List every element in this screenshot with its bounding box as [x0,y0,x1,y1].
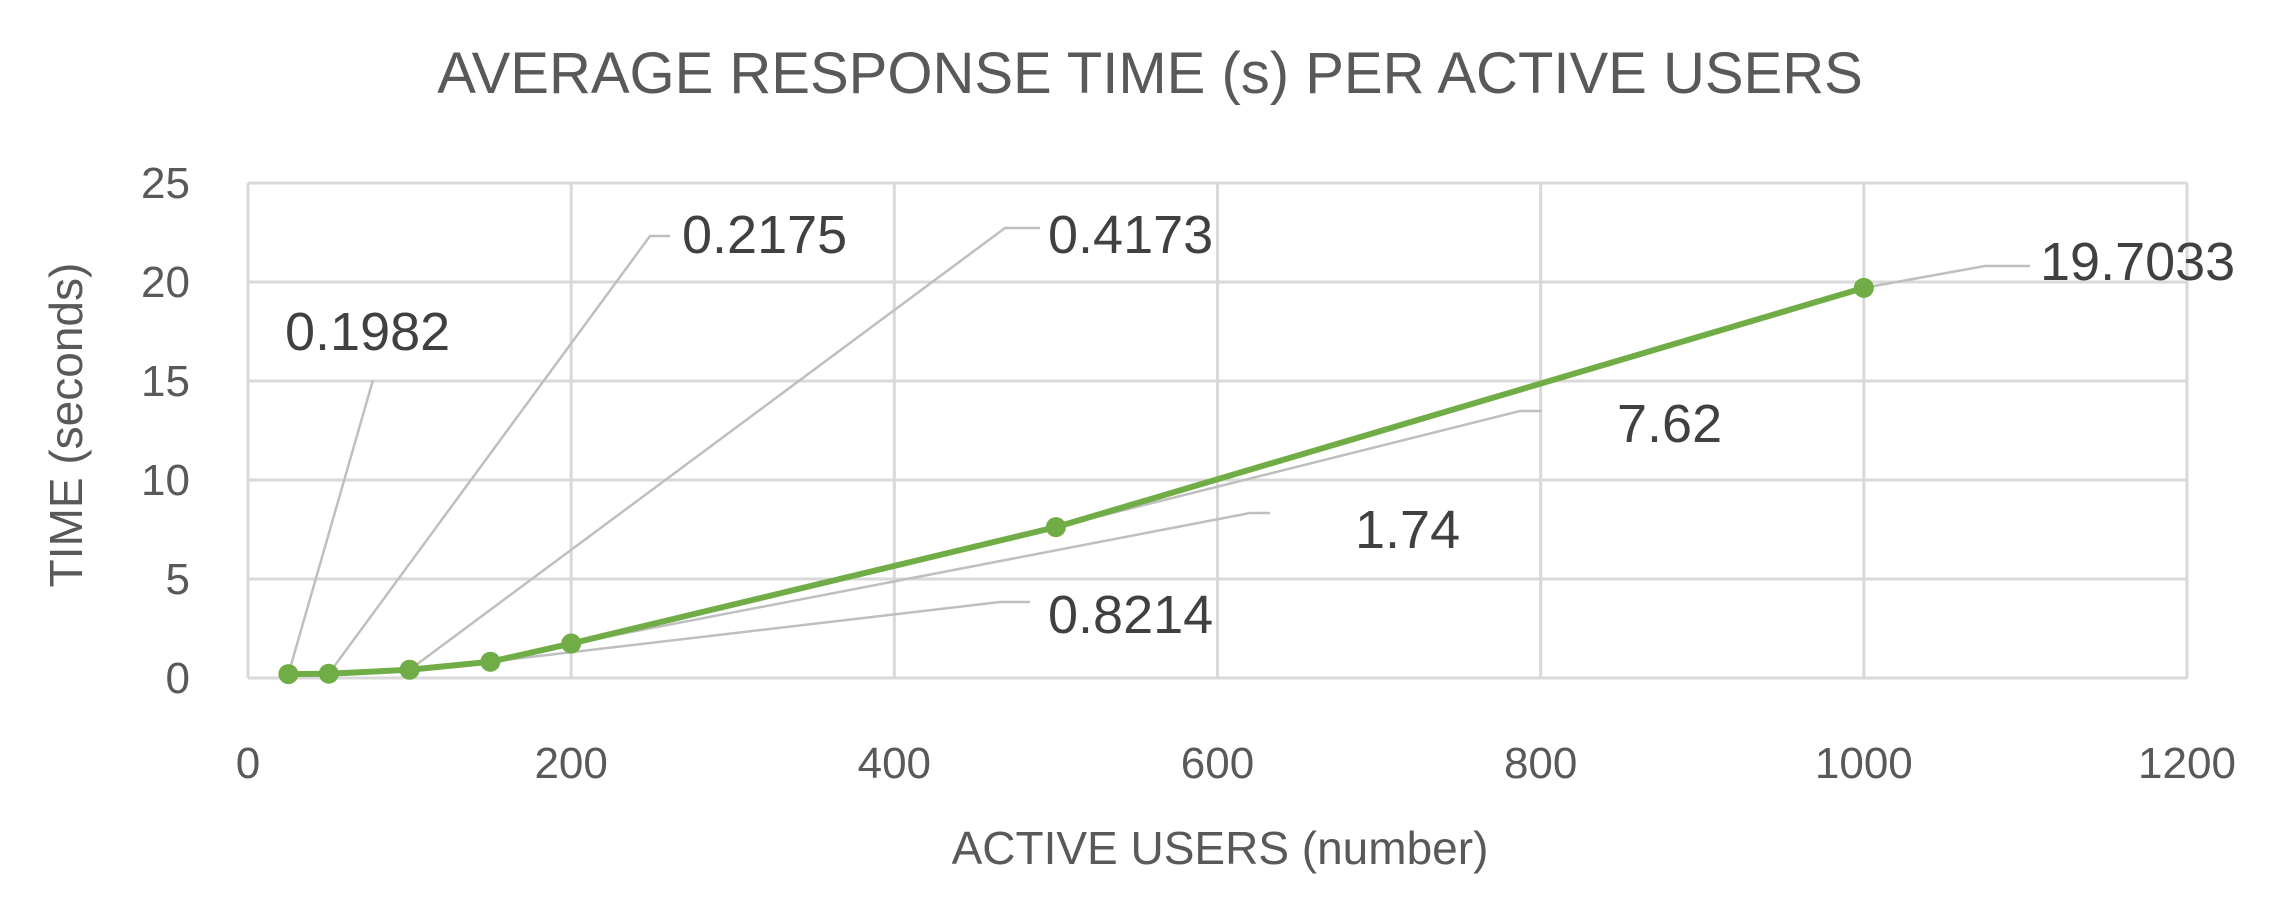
leader-line [1055,409,1542,529]
data-label-leaders [287,226,2030,675]
leader-line [570,511,1270,645]
y-tick-label: 15 [141,357,190,406]
leader-line [327,234,670,675]
y-tick-label: 5 [166,555,190,604]
data-label: 0.1982 [285,302,450,362]
leader-line [490,600,1030,663]
data-point [318,663,339,684]
data-label: 19.7033 [2040,232,2235,292]
leader-line [287,379,375,675]
chart-title: AVERAGE RESPONSE TIME (s) PER ACTIVE USE… [437,41,1863,106]
data-point [278,664,299,685]
data-point [1853,277,1874,298]
y-tick-label: 0 [166,654,190,703]
data-point [561,633,582,654]
x-tick-labels: 0 200 400 600 800 1000 1200 [236,739,2236,788]
x-tick-label: 400 [858,739,931,788]
x-tick-label: 0 [236,739,260,788]
x-tick-label: 1000 [1815,739,1913,788]
data-label: 0.8214 [1048,585,1213,645]
x-tick-label: 600 [1181,739,1254,788]
x-tick-label: 200 [534,739,607,788]
x-tick-label: 800 [1504,739,1577,788]
y-tick-label: 25 [141,159,190,208]
x-axis-title: ACTIVE USERS (number) [952,822,1489,874]
y-tick-label: 10 [141,456,190,505]
leader-line [408,226,1040,671]
series [278,277,1874,685]
data-label: 0.2175 [682,205,847,265]
grid [246,181,2189,680]
data-label: 1.74 [1355,500,1460,560]
x-tick-label: 1200 [2138,739,2236,788]
data-point [1045,517,1066,538]
y-tick-label: 20 [141,258,190,307]
data-labels: 0.1982 0.2175 0.4173 0.8214 1.74 7.62 19.7033 [285,205,2235,645]
leader-line [1863,264,2030,290]
data-point [399,659,420,680]
y-axis-title: TIME (seconds) [40,263,92,588]
data-point [480,651,501,672]
y-tick-labels: 0 5 10 15 20 25 [141,159,190,703]
data-label: 0.4173 [1048,205,1213,265]
data-label: 7.62 [1617,394,1722,454]
